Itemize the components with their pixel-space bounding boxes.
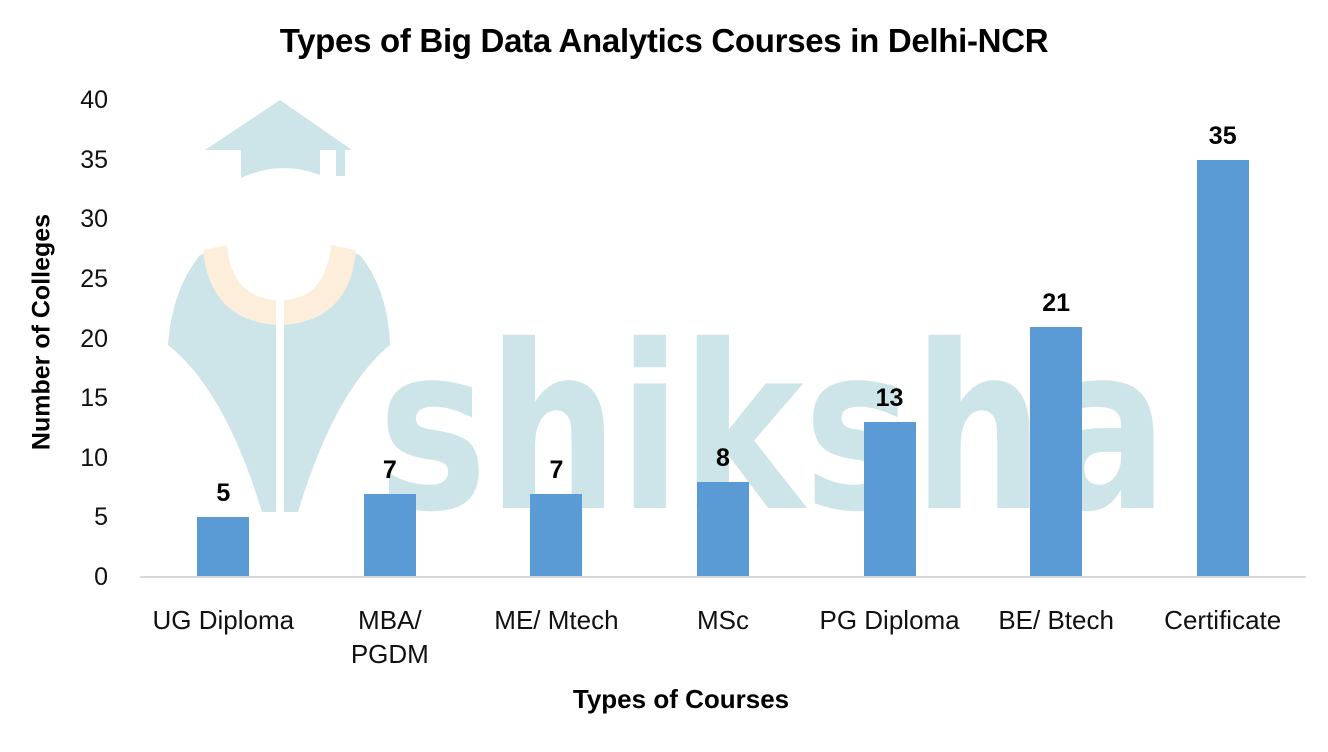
- x-tick-line: MSc: [696, 605, 749, 635]
- y-tick-label: 10: [80, 443, 108, 472]
- bar: [696, 481, 749, 577]
- bar-group: 7: [473, 100, 640, 577]
- bar-value-label: 21: [1042, 288, 1071, 317]
- y-tick-label: 25: [80, 264, 108, 293]
- x-tick-label: UG Diploma: [120, 603, 327, 637]
- bar-value-label: 8: [716, 443, 730, 472]
- x-tick-line: ME/ Mtech: [494, 605, 619, 635]
- bar-group: 35: [1139, 100, 1306, 577]
- bar-group: 7: [307, 100, 474, 577]
- bar-value-label: 13: [875, 383, 904, 412]
- x-tick-line: BE/ Btech: [998, 605, 1114, 635]
- bar: [1196, 159, 1249, 577]
- bar-group: 5: [140, 100, 307, 577]
- plot-area: 5 7 7 8 13 21 35: [140, 100, 1306, 577]
- x-tick-label: MSc: [620, 603, 827, 637]
- bar-value-label: 5: [216, 479, 231, 508]
- y-tick-label: 0: [94, 563, 108, 591]
- chart-title: Types of Big Data Analytics Courses in D…: [279, 22, 1049, 59]
- bar-value-label: 7: [382, 455, 397, 484]
- x-axis-title: Types of Courses: [572, 684, 790, 714]
- y-tick-label: 15: [80, 384, 108, 413]
- bar: [530, 493, 583, 577]
- bar-value-label: 7: [549, 455, 564, 484]
- bar: [197, 517, 250, 577]
- bar: [1030, 326, 1083, 577]
- x-tick-label: ME/ Mtech: [453, 603, 660, 637]
- y-tick-label: 20: [80, 324, 108, 353]
- bar: [363, 493, 416, 577]
- x-tick-line: PGDM: [350, 639, 429, 669]
- y-tick-label: 30: [80, 205, 108, 234]
- x-tick-label: PG Diploma: [786, 603, 993, 637]
- x-tick-label: MBA/PGDM: [287, 603, 494, 671]
- y-tick-label: 35: [80, 145, 108, 174]
- y-tick-label: 5: [94, 503, 108, 532]
- bar-group: 21: [973, 100, 1140, 577]
- x-tick-line: Certificate: [1164, 605, 1282, 635]
- bar-group: 8: [640, 100, 807, 577]
- x-axis-line: [140, 576, 1306, 578]
- x-tick-line: MBA/: [358, 605, 422, 635]
- bar: [863, 421, 916, 577]
- x-tick-label: Certificate: [1119, 603, 1326, 637]
- bar-value-label: 35: [1208, 121, 1237, 150]
- x-tick-line: PG Diploma: [819, 605, 960, 635]
- x-tick-label: BE/ Btech: [953, 603, 1160, 637]
- bar-group: 13: [806, 100, 973, 577]
- x-tick-line: UG Diploma: [152, 605, 295, 635]
- y-tick-label: 40: [80, 86, 108, 114]
